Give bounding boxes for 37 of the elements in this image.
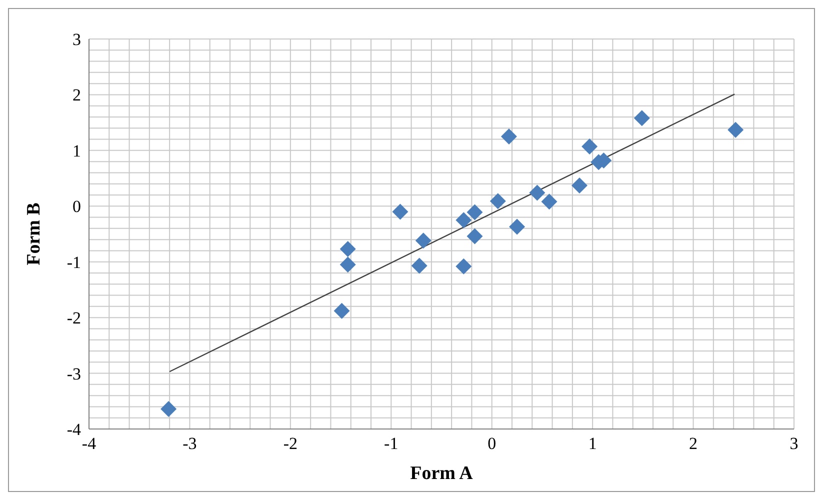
x-tick-label: -3 [182,434,197,454]
y-tick-label: 0 [72,197,81,216]
point [541,194,558,210]
point [490,193,506,210]
point [509,218,526,235]
point [571,178,588,194]
point [634,110,650,126]
x-tick-label: -1 [384,434,398,454]
point [340,241,356,258]
point [392,204,408,220]
point [415,232,432,249]
y-tick-label: 1 [72,141,81,160]
y-axis-title: Form B [24,202,45,266]
y-tick-label: -3 [66,364,81,384]
x-tick-label: 3 [790,434,798,454]
point [456,212,472,228]
point [529,184,546,201]
x-axis-title: Form A [410,463,474,484]
point [334,302,350,319]
x-tick-label: 2 [689,434,698,454]
point [340,256,356,273]
point [466,228,483,244]
y-tick-label: -2 [66,308,81,328]
x-tick-label: 1 [588,434,597,454]
x-tick-label: -2 [283,434,298,454]
y-tick-label: -1 [66,252,81,272]
point [582,138,598,155]
point [500,128,517,144]
x-tick-label: 0 [488,434,496,454]
point [456,258,472,274]
point [728,122,744,138]
y-tick-label: 3 [72,30,81,50]
y-tick-label: 2 [72,86,81,105]
point [160,400,177,417]
point [411,258,428,274]
y-tick-label: -4 [66,420,82,440]
point [466,204,483,220]
